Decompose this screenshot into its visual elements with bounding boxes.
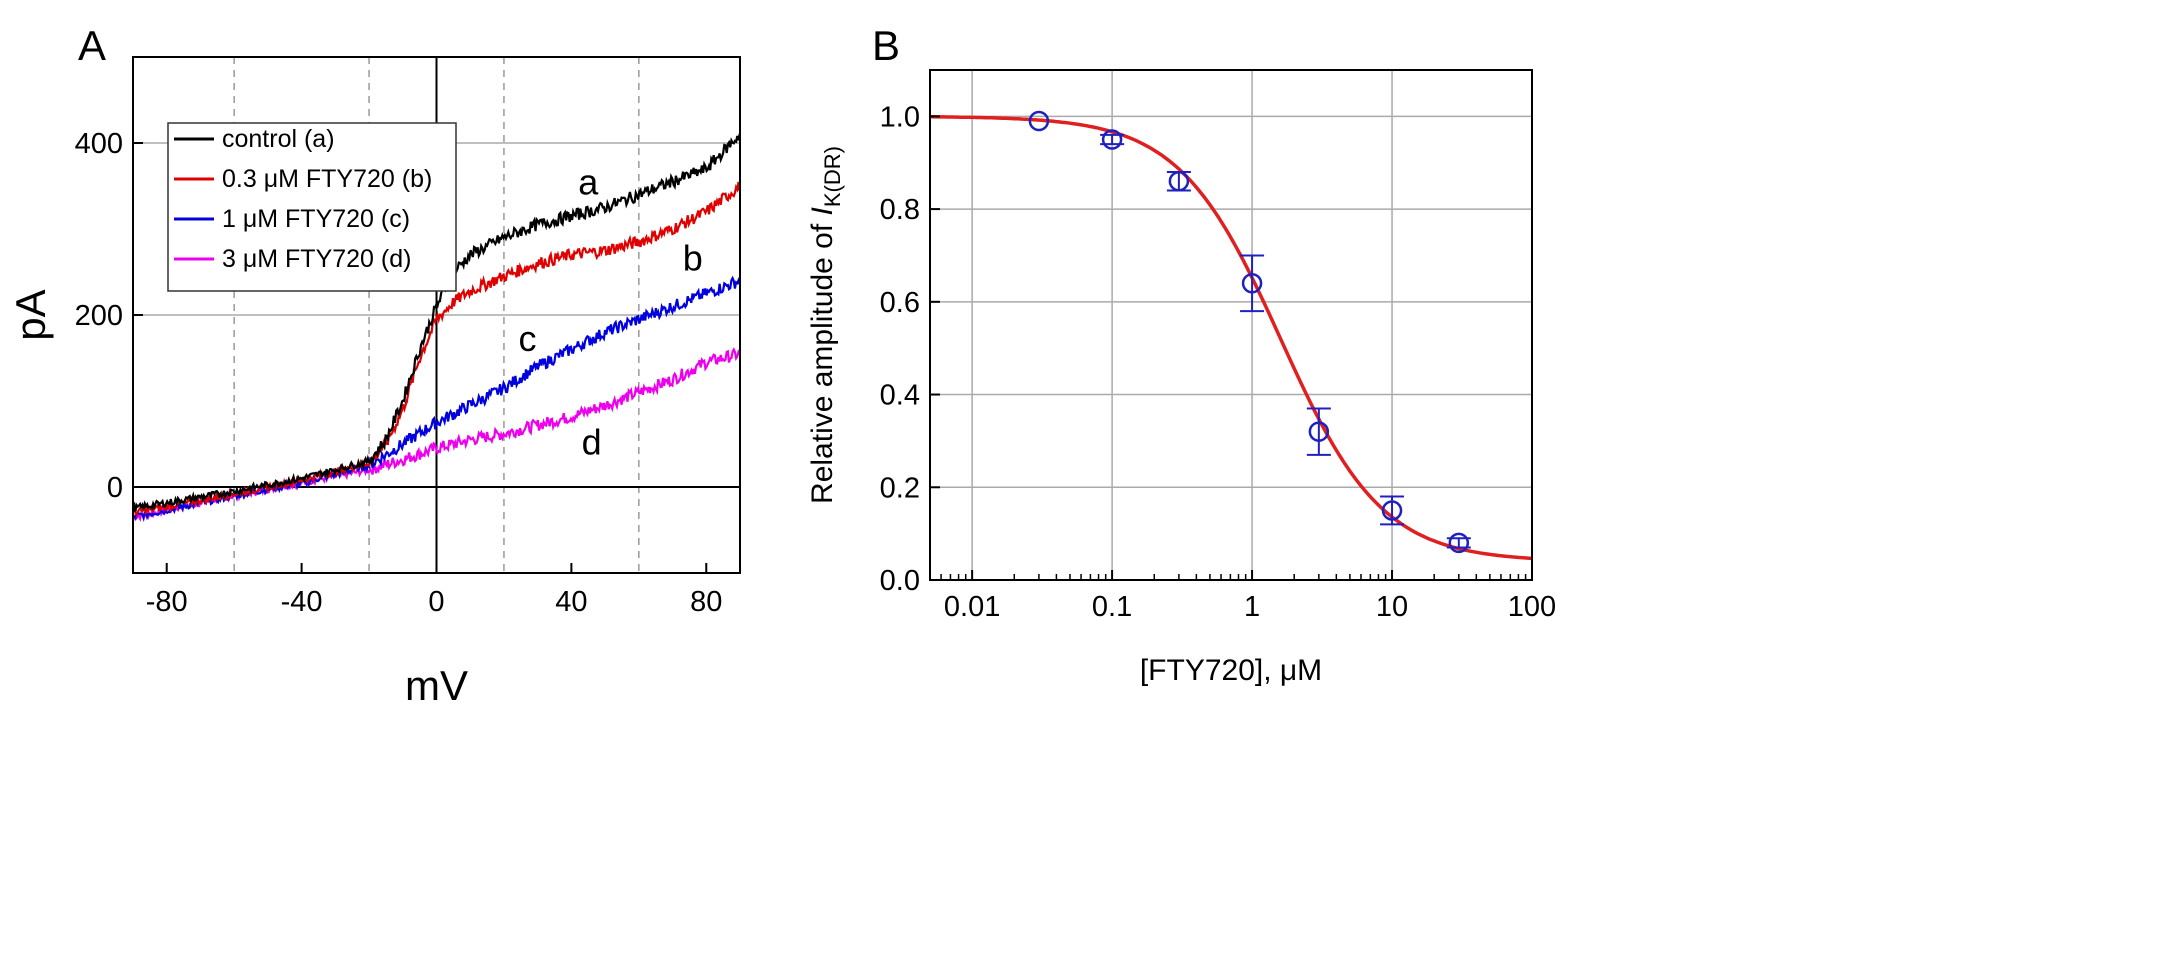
panel-a-y-tick-label: 400 [75, 128, 123, 160]
panel-b-data-point [1448, 532, 1470, 554]
panel-a-series-line [132, 181, 741, 518]
panel-b-y-axis-label: Relative amplitude of IK(DR) [806, 146, 845, 504]
panel-b-y-axis-label-sub: K(DR) [820, 146, 845, 207]
panel-b-y-axis-label-prefix: Relative amplitude of [806, 215, 839, 504]
panel-a-legend-entry: 0.3 μM FTY720 (b) [222, 165, 432, 193]
panel-b-gridlines [930, 70, 1533, 581]
panel-b-x-tick-label: 10 [1376, 591, 1408, 623]
panel-a-x-tick-label: 0 [428, 586, 444, 618]
panel-a-letter: A [78, 22, 106, 69]
panel-b-data-points [1028, 110, 1471, 554]
panel-a-x-tick-label: 40 [555, 586, 587, 618]
panel-b-letter: B [872, 22, 900, 69]
panel-a-curve-label: c [519, 318, 537, 359]
panel-a-legend-entry: 1 μM FTY720 (c) [222, 205, 410, 233]
panel-a-x-axis-label: mV [405, 662, 468, 709]
panel-a-curve-labels: a b c d [519, 162, 703, 463]
panel-b-y-axis-label-italic: I [806, 207, 839, 215]
panel-a-legend-entry: 3 μM FTY720 (d) [222, 245, 411, 273]
panel-a-legend-entry: control (a) [222, 125, 335, 153]
panel-a-series-line [131, 133, 741, 512]
panel-b-plot-frame [929, 69, 1533, 581]
panel-b-chart: 0.01 0.1 1 10 100 0.0 0.2 0.4 0.6 0.8 1.0 B [FTY72… [806, 22, 1556, 687]
panel-b-data-point [1028, 110, 1050, 132]
panel-a-curve-label: d [582, 421, 602, 462]
panel-b-y-tick-label: 0.2 [880, 472, 920, 504]
panel-a-legend-box [167, 122, 457, 292]
panel-b-data-point [1381, 500, 1403, 521]
panel-a-x-tick-label: 80 [690, 586, 722, 618]
panel-a-x-tick-label: -40 [281, 586, 323, 618]
panel-b-ticks: 0.01 0.1 1 10 100 0.0 0.2 0.4 0.6 0.8 1.0 [880, 101, 1557, 623]
panel-a-y-axis-label: pA [7, 289, 54, 340]
panel-a-legend: control (a) 0.3 μM FTY720 (b) 1 μM FTY720 … [167, 122, 457, 292]
panel-a-ticks: -80 -40 0 40 80 0 200 400 [75, 128, 723, 618]
panel-b-x-axis-label: [FTY720], μM [1140, 654, 1322, 687]
panel-b-x-tick-label: 1 [1244, 591, 1260, 623]
panel-b-x-tick-label: 0.1 [1092, 591, 1132, 623]
panel-b-y-tick-label: 1.0 [880, 101, 920, 133]
panel-b-y-tick-label: 0.4 [880, 380, 920, 412]
panel-a-curve-label: a [578, 162, 599, 203]
panel-b-data-point [1308, 421, 1330, 442]
panel-b-data-point [1168, 171, 1190, 192]
panel-a-curve-label: b [683, 237, 703, 278]
panel-a-chart: -80 -40 0 40 80 0 200 400 control (a) 0.3 μM FTY… [7, 22, 741, 709]
panel-b-x-tick-label: 0.01 [944, 591, 1000, 623]
panel-a-y-tick-label: 0 [107, 472, 123, 504]
panel-b-data-point [1241, 273, 1263, 294]
panel-b-y-tick-label: 0.8 [880, 194, 920, 226]
panel-b-fit-curve [930, 115, 1533, 561]
panel-a-x-tick-label: -80 [146, 586, 188, 618]
panel-b-y-tick-label: 0.0 [880, 565, 920, 597]
panel-b-data-point [1101, 129, 1123, 150]
panel-b-x-tick-label: 100 [1508, 591, 1556, 623]
panel-a-series [131, 133, 741, 523]
panel-b-y-tick-label: 0.6 [880, 287, 920, 319]
panel-a-y-tick-label: 200 [75, 300, 123, 332]
